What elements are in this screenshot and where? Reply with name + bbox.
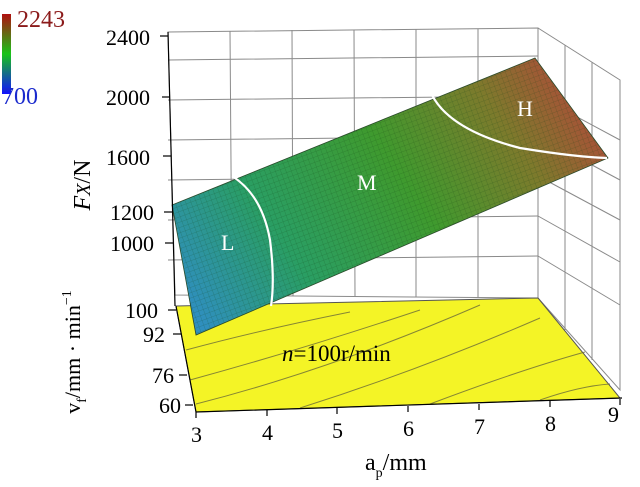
x-tick-label: 9 — [608, 402, 619, 427]
region-boundary-low — [231, 175, 274, 307]
x-tick-label: 6 — [403, 416, 414, 441]
surface-mesh — [172, 58, 608, 335]
y-tick-label: 100 — [125, 298, 158, 323]
y-axis-label: vf/mm · min−1 — [60, 290, 90, 413]
colorbar-min-label: 700 — [2, 84, 38, 110]
x-tick-label: 5 — [332, 418, 343, 443]
x-tick-label: 8 — [545, 411, 556, 436]
y-tick-label: 76 — [152, 363, 174, 388]
colorbar-max-label: 2243 — [17, 7, 65, 33]
z-tick-label: 1600 — [106, 145, 150, 170]
colorbar-bar — [2, 14, 11, 94]
z-axis: 2400 2000 1600 1200 1000 FX/N — [70, 25, 173, 256]
contour-line — [185, 311, 351, 351]
surface-outline — [171, 57, 609, 336]
x-tick-label: 3 — [191, 422, 202, 447]
z-tick-label: 1200 — [110, 200, 154, 225]
contour-line — [539, 383, 611, 401]
z-tick-label: 2400 — [106, 25, 150, 50]
y-tick-label: 60 — [159, 393, 181, 418]
x-tick-label: 4 — [262, 420, 273, 445]
response-surface: L M H — [171, 57, 609, 336]
y-axis: 100 92 76 60 vf/mm · min−1 — [60, 290, 193, 418]
region-label-low: L — [221, 230, 234, 255]
contour-line — [429, 351, 586, 405]
x-axis-label: ap/mm — [365, 450, 427, 481]
contour-plane-label: n=100r/min — [282, 341, 391, 366]
region-label-mid: M — [357, 170, 377, 195]
contour-line — [189, 309, 421, 381]
x-tick-label: 7 — [474, 414, 485, 439]
z-tick-label: 1000 — [110, 231, 154, 256]
region-label-high: H — [517, 96, 533, 121]
region-boundary-high — [431, 94, 608, 160]
x-axis: 3 4 5 6 7 8 9 ap/mm — [191, 399, 621, 481]
contour-line — [299, 317, 541, 409]
z-axis-label: FX/N — [70, 160, 96, 212]
contour-line — [195, 304, 481, 405]
contour-plane: n=100r/min — [175, 297, 622, 413]
colorbar: 2243 700 — [2, 7, 65, 110]
y-tick-label: 92 — [143, 322, 165, 347]
z-tick-label: 2000 — [106, 85, 150, 110]
